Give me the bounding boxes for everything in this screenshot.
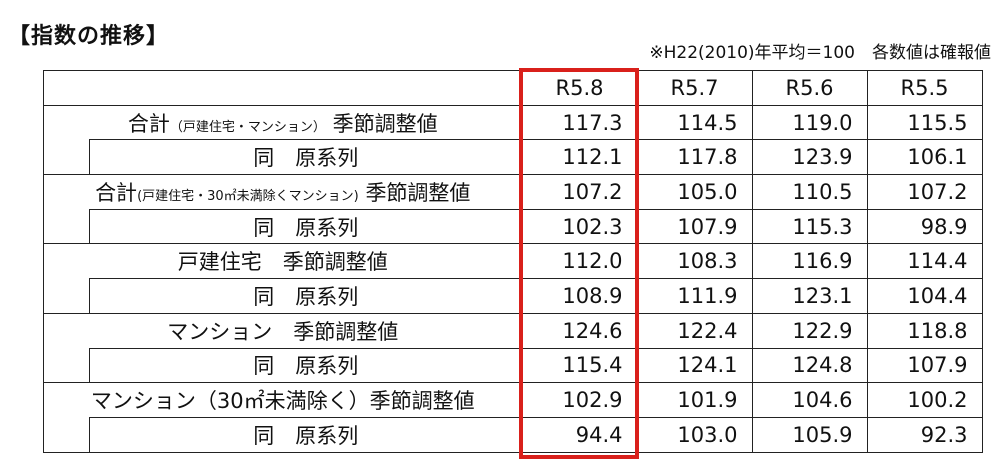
table-row-original: 同 原系列 108.9 111.9 123.1 104.4	[43, 278, 983, 314]
value-cell: 124.6	[521, 312, 638, 349]
value-cell: 112.1	[521, 139, 638, 176]
row-label: 合計（戸建住宅・マンション） 季節調整値	[43, 104, 523, 140]
value-cell: 123.9	[751, 139, 868, 176]
row-label: 同 原系列	[89, 347, 523, 384]
value-cell: 114.4	[866, 243, 983, 280]
row-label: マンション 季節調整値	[43, 312, 523, 348]
table-row-original: 同 原系列 112.1 117.8 123.9 106.1	[43, 139, 983, 176]
label-main: マンション 季節調整値	[167, 319, 399, 344]
value-cell: 92.3	[866, 416, 983, 453]
index-table: R5.8 R5.7 R5.6 R5.5 合計（戸建住宅・マンション） 季節調整値…	[43, 70, 983, 453]
value-cell: 119.0	[751, 104, 868, 141]
value-cell: 104.4	[866, 278, 983, 314]
table-row-seasonally-adjusted: 戸建住宅 季節調整値 112.0 108.3 116.9 114.4	[43, 243, 983, 280]
row-label: 同 原系列	[89, 208, 523, 245]
value-cell: 115.4	[521, 347, 638, 384]
value-cell: 107.9	[636, 208, 753, 245]
value-cell: 115.5	[866, 104, 983, 141]
value-cell: 117.3	[521, 104, 638, 141]
indent-spacer	[43, 417, 90, 453]
indent-spacer	[43, 278, 90, 314]
value-cell: 101.9	[636, 382, 753, 418]
table-row-seasonally-adjusted: 合計(戸建住宅・30㎡未満除くマンション) 季節調整値 107.2 105.0 110…	[43, 174, 983, 210]
row-label: 合計(戸建住宅・30㎡未満除くマンション) 季節調整値	[43, 174, 523, 210]
row-label: 戸建住宅 季節調整値	[43, 243, 523, 279]
table-row-seasonally-adjusted: マンション（30㎡未満除く）季節調整値 102.9 101.9 104.6 100.2	[43, 382, 983, 418]
header-row: R5.8 R5.7 R5.6 R5.5	[43, 70, 983, 106]
col-header: R5.8	[521, 70, 638, 106]
indent-spacer	[43, 139, 90, 176]
header-blank	[89, 70, 523, 106]
value-cell: 105.0	[636, 174, 753, 210]
table-row-seasonally-adjusted: マンション 季節調整値 124.6 122.4 122.9 118.8	[43, 312, 983, 349]
value-cell: 94.4	[521, 416, 638, 453]
label-paren: (戸建住宅・30㎡未満除くマンション)	[137, 188, 359, 204]
section-title: 【指数の推移】	[8, 24, 170, 49]
label-main: 合計	[95, 180, 138, 205]
table-row-original: 同 原系列 115.4 124.1 124.8 107.9	[43, 347, 983, 384]
value-cell: 106.1	[866, 139, 983, 176]
value-cell: 115.3	[751, 208, 868, 245]
value-cell: 104.6	[751, 382, 868, 418]
label-paren: （戸建住宅・マンション）	[169, 119, 326, 135]
value-cell: 107.2	[521, 174, 638, 210]
col-header: R5.6	[751, 70, 868, 106]
value-cell: 116.9	[751, 243, 868, 280]
value-cell: 124.8	[751, 347, 868, 384]
value-cell: 105.9	[751, 416, 868, 453]
col-header: R5.5	[866, 70, 983, 106]
value-cell: 108.3	[636, 243, 753, 280]
value-cell: 107.9	[866, 347, 983, 384]
value-cell: 124.1	[636, 347, 753, 384]
col-header: R5.7	[636, 70, 753, 106]
row-label: 同 原系列	[89, 416, 523, 453]
base-note: ※H22(2010)年平均＝100 各数値は確報値	[649, 43, 991, 63]
indent-spacer	[43, 348, 90, 384]
value-cell: 100.2	[866, 382, 983, 418]
value-cell: 102.9	[521, 382, 638, 418]
row-label: 同 原系列	[89, 278, 523, 314]
value-cell: 110.5	[751, 174, 868, 210]
label-main: 合計	[127, 111, 170, 136]
table-row-seasonally-adjusted: 合計（戸建住宅・マンション） 季節調整値 117.3 114.5 119.0 115.5	[43, 104, 983, 141]
indent-spacer	[43, 209, 90, 245]
value-cell: 122.9	[751, 312, 868, 349]
row-label: マンション（30㎡未満除く）季節調整値	[43, 382, 523, 418]
table-row-original: 同 原系列 102.3 107.9 115.3 98.9	[43, 208, 983, 245]
value-cell: 107.2	[866, 174, 983, 210]
row-label: 同 原系列	[89, 139, 523, 176]
value-cell: 118.8	[866, 312, 983, 349]
label-main: マンション（30㎡未満除く）季節調整値	[90, 389, 475, 414]
value-cell: 112.0	[521, 243, 638, 280]
value-cell: 111.9	[636, 278, 753, 314]
value-cell: 122.4	[636, 312, 753, 349]
value-cell: 114.5	[636, 104, 753, 141]
label-tail: 季節調整値	[332, 111, 438, 136]
value-cell: 123.1	[751, 278, 868, 314]
header-blank	[43, 70, 90, 106]
value-cell: 102.3	[521, 208, 638, 245]
label-tail: 季節調整値	[365, 180, 471, 205]
value-cell: 103.0	[636, 416, 753, 453]
value-cell: 98.9	[866, 208, 983, 245]
table-row-original: 同 原系列 94.4 103.0 105.9 92.3	[43, 416, 983, 453]
label-main: 戸建住宅 季節調整値	[177, 250, 388, 275]
value-cell: 108.9	[521, 278, 638, 314]
value-cell: 117.8	[636, 139, 753, 176]
